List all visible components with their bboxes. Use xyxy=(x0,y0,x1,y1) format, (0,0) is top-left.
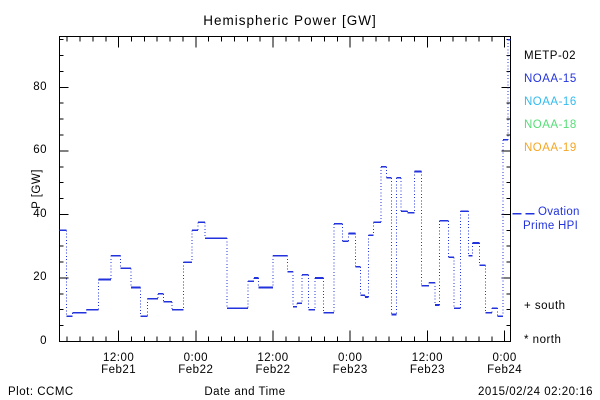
x-tick-label: 12:00 Feb23 xyxy=(395,352,459,376)
x-tick-date: Feb23 xyxy=(332,364,368,376)
x-tick-time: 12:00 xyxy=(411,352,444,364)
x-tick-date: Feb21 xyxy=(101,364,137,376)
x-axis-title: Date and Time xyxy=(204,386,286,398)
chart-title: Hemispheric Power [GW] xyxy=(203,13,377,28)
x-tick-time: 0:00 xyxy=(338,352,363,364)
south-marker-note: + south xyxy=(524,300,566,312)
y-tick-label: 20 xyxy=(33,271,47,284)
satellite-legend: METP-02 NOAA-15 NOAA-16 NOAA-18 NOAA-19 xyxy=(524,45,577,160)
y-tick-label: 0 xyxy=(40,335,47,347)
x-tick-time: 0:00 xyxy=(183,352,209,364)
x-tick-label: 12:00 Feb21 xyxy=(87,352,151,376)
x-tick-date: Feb22 xyxy=(255,364,291,376)
legend-item: NOAA-16 xyxy=(524,96,577,108)
x-tick-label: 0:00 Feb22 xyxy=(164,352,228,376)
legend-item: NOAA-19 xyxy=(524,142,577,154)
x-tick-label: 0:00 Feb23 xyxy=(318,352,382,376)
y-tick-label: 60 xyxy=(33,144,47,157)
legend-item: NOAA-18 xyxy=(524,119,577,131)
x-tick-time: 12:00 xyxy=(102,352,135,364)
y-tick-label: 40 xyxy=(33,207,47,220)
x-tick-label: 12:00 Feb22 xyxy=(241,352,305,376)
legend-item: METP-02 xyxy=(524,50,577,62)
ovation-legend-line2: Prime HPI xyxy=(523,220,579,232)
plot-source-label: Plot: CCMC xyxy=(8,386,74,398)
x-tick-time: 12:00 xyxy=(257,352,289,364)
x-tick-label: 0:00 Feb24 xyxy=(473,352,537,376)
x-tick-date: Feb22 xyxy=(178,364,214,376)
x-tick-date: Feb23 xyxy=(409,364,445,376)
plot-timestamp: 2015/02/24 02:20:16 xyxy=(477,386,593,398)
north-marker-note: * north xyxy=(524,334,562,346)
x-tick-date: Feb24 xyxy=(487,364,523,376)
legend-item: NOAA-15 xyxy=(524,73,577,85)
y-tick-label: 80 xyxy=(33,80,47,93)
ovation-legend-line1: Ovation xyxy=(538,206,580,218)
x-tick-time: 0:00 xyxy=(492,352,517,364)
